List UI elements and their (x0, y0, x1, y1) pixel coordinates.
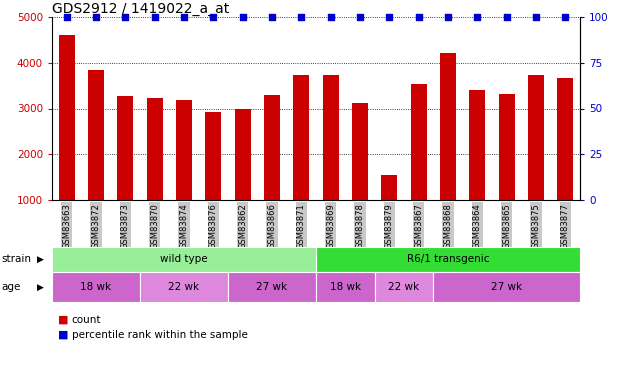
Text: ▶: ▶ (37, 282, 44, 291)
Text: 27 wk: 27 wk (256, 282, 288, 292)
Point (325, 14, 335, 20)
Bar (206, 112, 222, 246)
Text: wild type: wild type (160, 255, 208, 264)
Bar (557, 78, 573, 246)
Bar (440, 53, 456, 246)
Text: ■: ■ (58, 330, 69, 340)
Bar (235, 108, 251, 246)
Text: GDS2912 / 1419022_a_at: GDS2912 / 1419022_a_at (52, 2, 229, 16)
Bar (499, 94, 515, 246)
Text: 18 wk: 18 wk (81, 282, 112, 292)
Point (91, 14, 101, 20)
Bar (528, 75, 544, 246)
Point (296, 14, 306, 20)
Point (502, 14, 512, 20)
Point (443, 14, 453, 20)
Bar (322, 75, 338, 246)
Text: age: age (1, 282, 20, 292)
Bar (264, 95, 280, 246)
Point (560, 14, 570, 20)
Text: 18 wk: 18 wk (330, 282, 361, 292)
Point (355, 14, 365, 20)
Bar (381, 175, 397, 246)
Text: 22 wk: 22 wk (168, 282, 199, 292)
Point (384, 14, 394, 20)
Point (238, 14, 248, 20)
Bar (469, 90, 486, 246)
Bar (58, 35, 75, 246)
Text: ■: ■ (58, 315, 69, 325)
Point (150, 14, 160, 20)
Bar (88, 70, 104, 246)
Point (209, 14, 219, 20)
Text: count: count (72, 315, 101, 325)
Point (473, 14, 483, 20)
Point (179, 14, 189, 20)
Point (267, 14, 277, 20)
Bar (147, 98, 163, 246)
Point (531, 14, 541, 20)
Text: ▶: ▶ (37, 255, 44, 264)
Point (61, 14, 71, 20)
Bar (117, 96, 134, 246)
Text: 22 wk: 22 wk (389, 282, 420, 292)
Point (120, 14, 130, 20)
Text: R6/1 transgenic: R6/1 transgenic (407, 255, 489, 264)
Point (414, 14, 424, 20)
Text: strain: strain (1, 255, 31, 264)
Bar (293, 75, 309, 246)
Bar (176, 100, 192, 246)
Bar (410, 84, 427, 246)
Text: percentile rank within the sample: percentile rank within the sample (72, 330, 248, 340)
Text: 27 wk: 27 wk (491, 282, 522, 292)
Bar (352, 102, 368, 246)
